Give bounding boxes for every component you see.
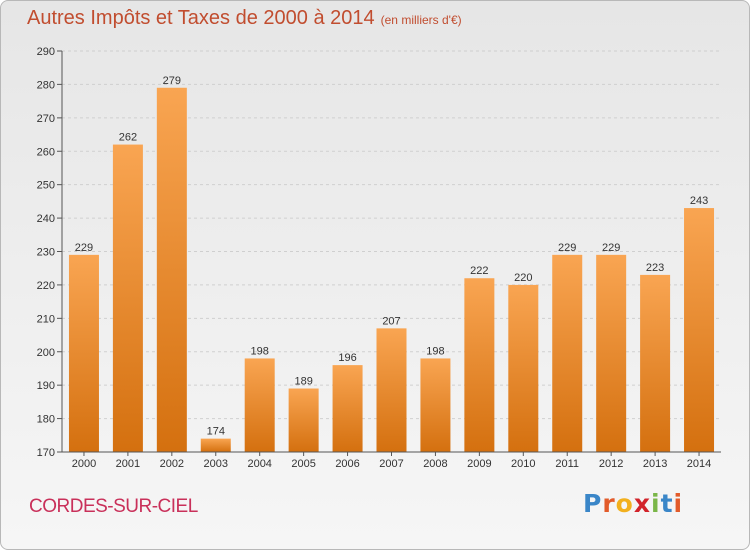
commune-name: CORDES-SUR-CIEL [29, 496, 198, 517]
chart-title-text: Autres Impôts et Taxes de 2000 à 2014 [27, 7, 375, 29]
bar-value-label: 207 [382, 315, 400, 327]
y-tick-label: 290 [37, 46, 55, 58]
bar [596, 254, 627, 452]
bar-value-label: 198 [251, 345, 269, 357]
bar-value-label: 279 [163, 75, 181, 87]
chart-title: Autres Impôts et Taxes de 2000 à 2014 (en… [27, 7, 462, 30]
y-tick-label: 230 [37, 247, 55, 259]
bar-value-label: 196 [338, 352, 356, 364]
logo-letter: x [633, 489, 651, 518]
x-tick-label: 2010 [511, 458, 535, 470]
logo-letter: P [583, 489, 603, 518]
bar-value-label: 222 [470, 265, 488, 277]
bar-value-label: 174 [207, 426, 225, 438]
bar [68, 254, 99, 452]
y-tick-label: 280 [37, 79, 55, 91]
x-tick-label: 2006 [335, 458, 359, 470]
x-tick-label: 2011 [555, 458, 579, 470]
x-axis: 2000 2001 2002 2003 2004 2005 2006 2007 2008 2009… [62, 451, 721, 470]
bar [684, 208, 715, 452]
x-tick-label: 2003 [204, 458, 228, 470]
bar [332, 365, 363, 452]
logo-letter: i [651, 489, 661, 518]
bar [112, 144, 143, 453]
y-tick-label: 210 [37, 313, 55, 325]
x-tick-label: 2014 [687, 458, 711, 470]
x-tick-label: 2002 [160, 458, 184, 470]
x-tick-label: 2000 [72, 458, 96, 470]
y-tick-label: 180 [37, 414, 55, 426]
y-tick-label: 270 [37, 113, 55, 125]
bars: 229 262 279 174 198 189 196 207 198 222 220 229 229 2… [68, 75, 715, 453]
bar [244, 358, 275, 452]
logo-letter: o [615, 489, 634, 518]
y-tick-label: 170 [37, 447, 55, 459]
y-tick-label: 240 [37, 213, 55, 225]
bar [640, 274, 671, 452]
bar-value-label: 189 [294, 376, 312, 388]
bar [376, 328, 407, 452]
bar-value-label: 229 [602, 242, 620, 254]
x-tick-label: 2007 [379, 458, 403, 470]
x-tick-label: 2013 [643, 458, 667, 470]
y-tick-label: 250 [37, 180, 55, 192]
bar [156, 87, 187, 452]
bar-value-label: 220 [514, 272, 532, 284]
bar [420, 358, 451, 452]
bar-value-label: 229 [558, 242, 576, 254]
bar [552, 254, 583, 452]
bar-value-label: 223 [646, 262, 664, 274]
x-tick-label: 2008 [423, 458, 447, 470]
logo-letter: t [660, 489, 674, 518]
logo-letter: i [673, 489, 684, 518]
bar-value-label: 198 [426, 345, 444, 357]
y-axis: 170 180 190 200 210 220 230 240 250 260 270 280 290 [37, 46, 63, 459]
x-tick-label: 2005 [291, 458, 315, 470]
x-tick-label: 2009 [467, 458, 491, 470]
x-tick-label: 2004 [247, 458, 271, 470]
bar [464, 278, 495, 452]
bar [288, 388, 319, 452]
bar-value-label: 243 [690, 195, 708, 207]
proxiti-logo: Proxiti [583, 489, 683, 518]
x-tick-label: 2012 [599, 458, 623, 470]
bar-value-label: 229 [75, 242, 93, 254]
bar [508, 284, 539, 452]
bar-value-label: 262 [119, 132, 137, 144]
logo-letter: r [602, 489, 616, 518]
y-tick-label: 220 [37, 280, 55, 292]
y-tick-label: 260 [37, 146, 55, 158]
chart-subtitle: (en milliers d'€) [380, 13, 462, 27]
x-tick-label: 2001 [116, 458, 140, 470]
y-tick-label: 190 [37, 380, 55, 392]
bar [200, 438, 231, 452]
y-tick-label: 200 [37, 347, 55, 359]
